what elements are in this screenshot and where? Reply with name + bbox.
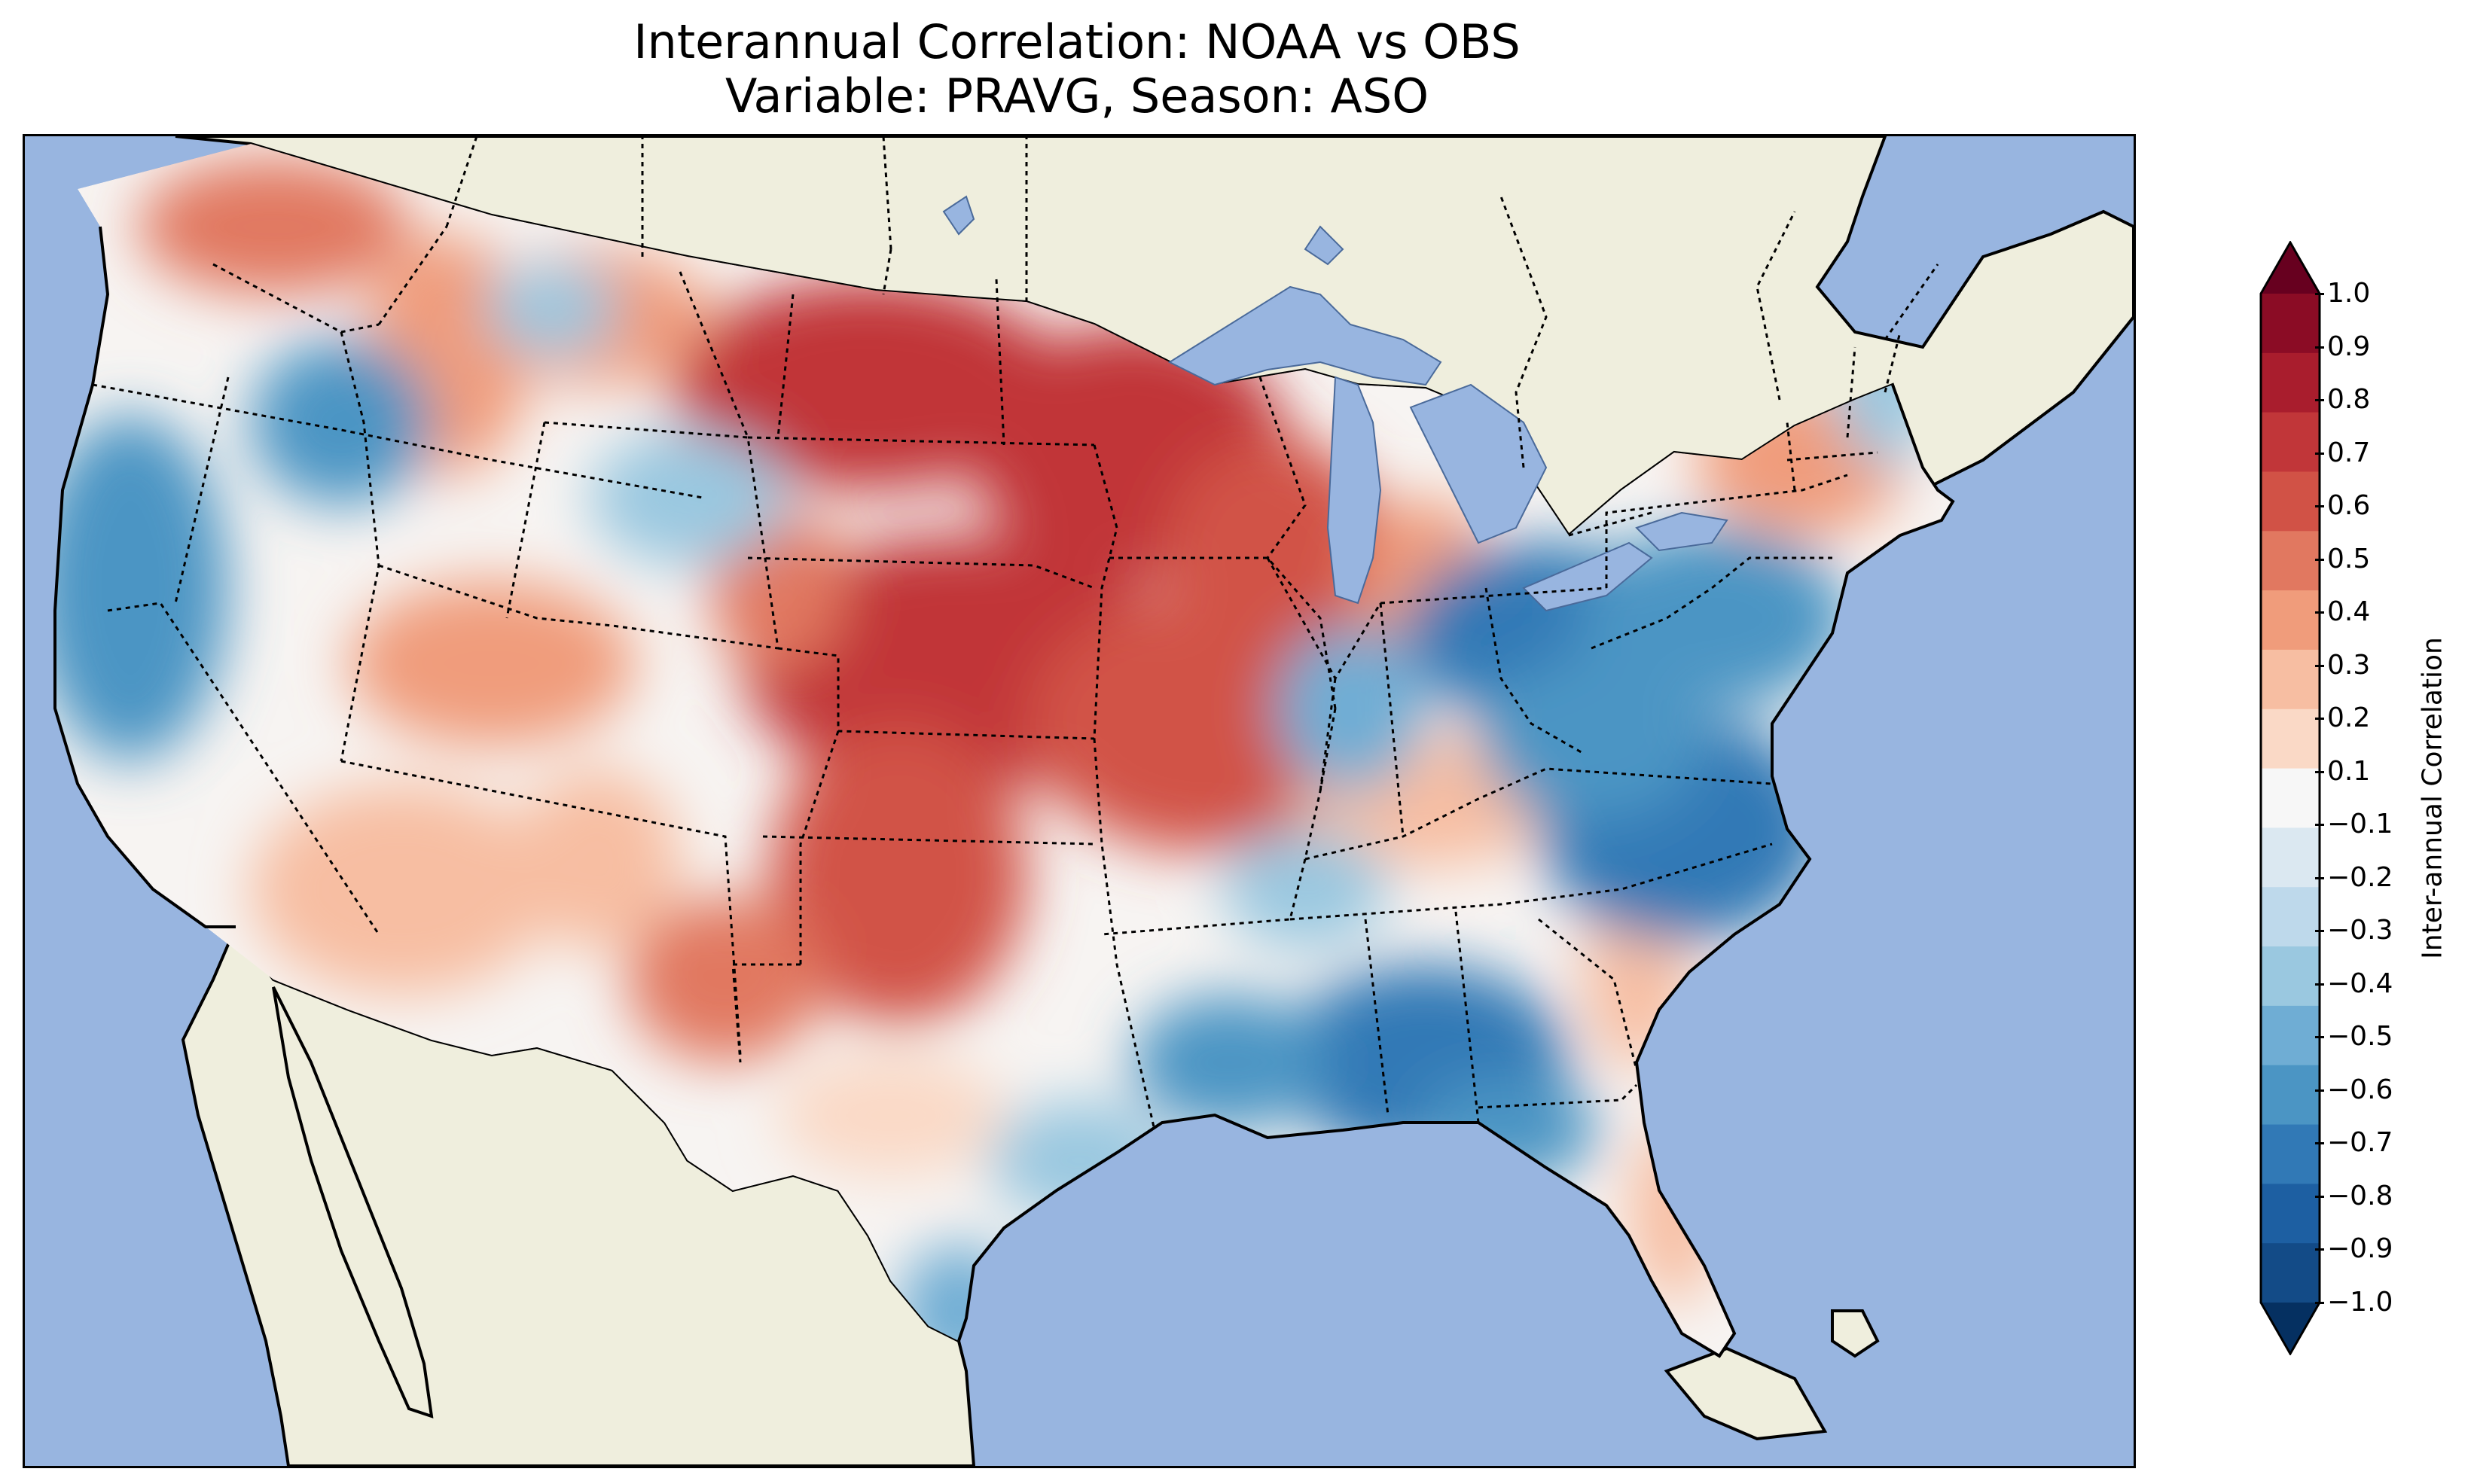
lakes: [942, 195, 1728, 612]
colorbar-extend-max: [2261, 242, 2320, 294]
colorbar-tick-mark: [2315, 1142, 2324, 1145]
state-borders: [92, 226, 1939, 1131]
colorbar-tick-label: 0.1: [2327, 755, 2371, 787]
colorbar-tick-mark: [2315, 346, 2324, 349]
colorbar-segment: [2261, 412, 2320, 473]
colorbar-tick-mark: [2315, 770, 2324, 773]
colorbar-tick-label: 0.3: [2327, 649, 2371, 681]
colorbar-tick-mark: [2315, 718, 2324, 721]
colorbar-tick-label: −0.8: [2327, 1180, 2393, 1211]
colorbar-tick-label: −0.9: [2327, 1233, 2393, 1265]
colorbar-tick-mark: [2315, 452, 2324, 455]
chart-title-line1: Interannual Correlation: NOAA vs OBS: [633, 14, 1521, 69]
colorbar-tick-label: 1.0: [2327, 278, 2371, 309]
colorbar-segment: [2261, 708, 2320, 769]
colorbar-tick-mark: [2315, 505, 2324, 508]
colorbar-tick-label: 0.2: [2327, 702, 2371, 734]
coastline: [53, 226, 1955, 1358]
colorbar-segment: [2261, 827, 2320, 888]
colorbar-segment: [2261, 1243, 2320, 1303]
colorbar-tick-label: 0.6: [2327, 490, 2371, 522]
colorbar-tick-label: 0.4: [2327, 596, 2371, 628]
colorbar-segment: [2261, 1184, 2320, 1244]
chart-title-line2: Variable: PRAVG, Season: ASO: [725, 69, 1429, 123]
colorbar-segment: [2261, 590, 2320, 651]
colorbar-segment: [2261, 1065, 2320, 1126]
colorbar-tick-label: −0.7: [2327, 1127, 2393, 1159]
colorbar-extend-min: [2261, 1303, 2320, 1354]
colorbar-tick-label: 0.5: [2327, 543, 2371, 574]
colorbar-segment: [2261, 1005, 2320, 1066]
colorbar-tick-mark: [2315, 1302, 2324, 1304]
country-borders: [445, 136, 1796, 537]
colorbar-segment: [2261, 352, 2320, 413]
map-panel: [23, 134, 2136, 1468]
colorbar-tick-label: −0.6: [2327, 1074, 2393, 1105]
colorbar-tick-mark: [2315, 824, 2324, 827]
colorbar-tick-mark: [2315, 611, 2324, 614]
colorbar-segment: [2261, 531, 2320, 591]
colorbar-tick-mark: [2315, 930, 2324, 933]
colorbar-tick-label: −0.2: [2327, 861, 2393, 893]
colorbar-tick-label: −0.4: [2327, 967, 2393, 999]
colorbar-tick-label: −1.0: [2327, 1287, 2393, 1318]
colorbar-tick-mark: [2315, 664, 2324, 667]
colorbar-segment: [2261, 1124, 2320, 1184]
colorbar-tick-label: −0.5: [2327, 1021, 2393, 1053]
colorbar-tick-mark: [2315, 399, 2324, 402]
colorbar: [2259, 239, 2342, 1357]
colorbar-segment: [2261, 946, 2320, 1007]
colorbar-segment: [2261, 294, 2320, 354]
colorbar-segment: [2261, 768, 2320, 829]
colorbar-tick-mark: [2315, 1089, 2324, 1092]
colorbar-segment: [2261, 649, 2320, 710]
colorbar-tick-label: 0.8: [2327, 384, 2371, 416]
colorbar-tick-mark: [2315, 983, 2324, 986]
colorbar-tick-mark: [2315, 293, 2324, 295]
colorbar-tick-mark: [2315, 876, 2324, 879]
colorbar-segment: [2261, 887, 2320, 947]
colorbar-tick-mark: [2315, 1036, 2324, 1039]
colorbar-segment: [2261, 471, 2320, 532]
colorbar-label: Inter-annual Correlation: [2417, 637, 2448, 959]
colorbar-tick-label: −0.1: [2327, 809, 2393, 840]
colorbar-tick-mark: [2315, 1248, 2324, 1251]
colorbar-tick-label: 0.7: [2327, 437, 2371, 468]
colorbar-tick-mark: [2315, 558, 2324, 561]
colorbar-tick-mark: [2315, 1195, 2324, 1198]
colorbar-tick-label: −0.3: [2327, 915, 2393, 946]
colorbar-tick-label: 0.9: [2327, 331, 2371, 362]
